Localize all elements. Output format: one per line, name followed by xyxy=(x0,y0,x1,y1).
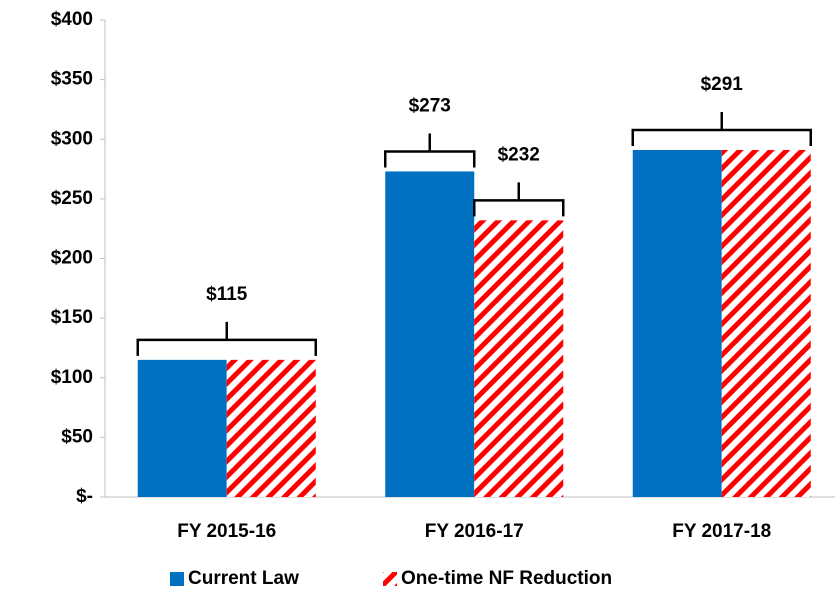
y-tick-label: $150 xyxy=(51,307,93,328)
y-tick-label: $100 xyxy=(51,367,93,388)
bracket xyxy=(136,321,317,356)
x-tick-label: FY 2016-17 xyxy=(425,521,524,542)
legend-label: One-time NF Reduction xyxy=(401,568,612,589)
y-tick-label: $50 xyxy=(61,426,93,447)
y-tick-label: $250 xyxy=(51,188,93,209)
y-tick-label: $- xyxy=(76,486,93,507)
bar xyxy=(474,220,564,497)
bar xyxy=(721,149,811,498)
bracket xyxy=(631,111,812,146)
bar xyxy=(226,359,316,497)
legend-swatch xyxy=(170,572,184,586)
x-tick-label: FY 2017-18 xyxy=(672,521,771,542)
data-label: $291 xyxy=(701,74,744,95)
y-tick-label: $200 xyxy=(51,248,93,269)
bar xyxy=(632,149,722,498)
legend-swatch xyxy=(383,572,397,586)
legend-label: Current Law xyxy=(188,568,299,589)
data-label: $273 xyxy=(409,95,451,116)
y-tick-label: $300 xyxy=(51,128,93,149)
y-tick-label: $400 xyxy=(51,9,93,30)
y-tick-label: $350 xyxy=(51,69,93,90)
data-label: $115 xyxy=(206,284,248,305)
bar xyxy=(385,171,475,497)
bar xyxy=(137,359,227,497)
data-label: $232 xyxy=(498,144,540,165)
bracket xyxy=(473,182,565,217)
x-tick-label: FY 2015-16 xyxy=(177,521,276,542)
bracket xyxy=(384,133,476,168)
